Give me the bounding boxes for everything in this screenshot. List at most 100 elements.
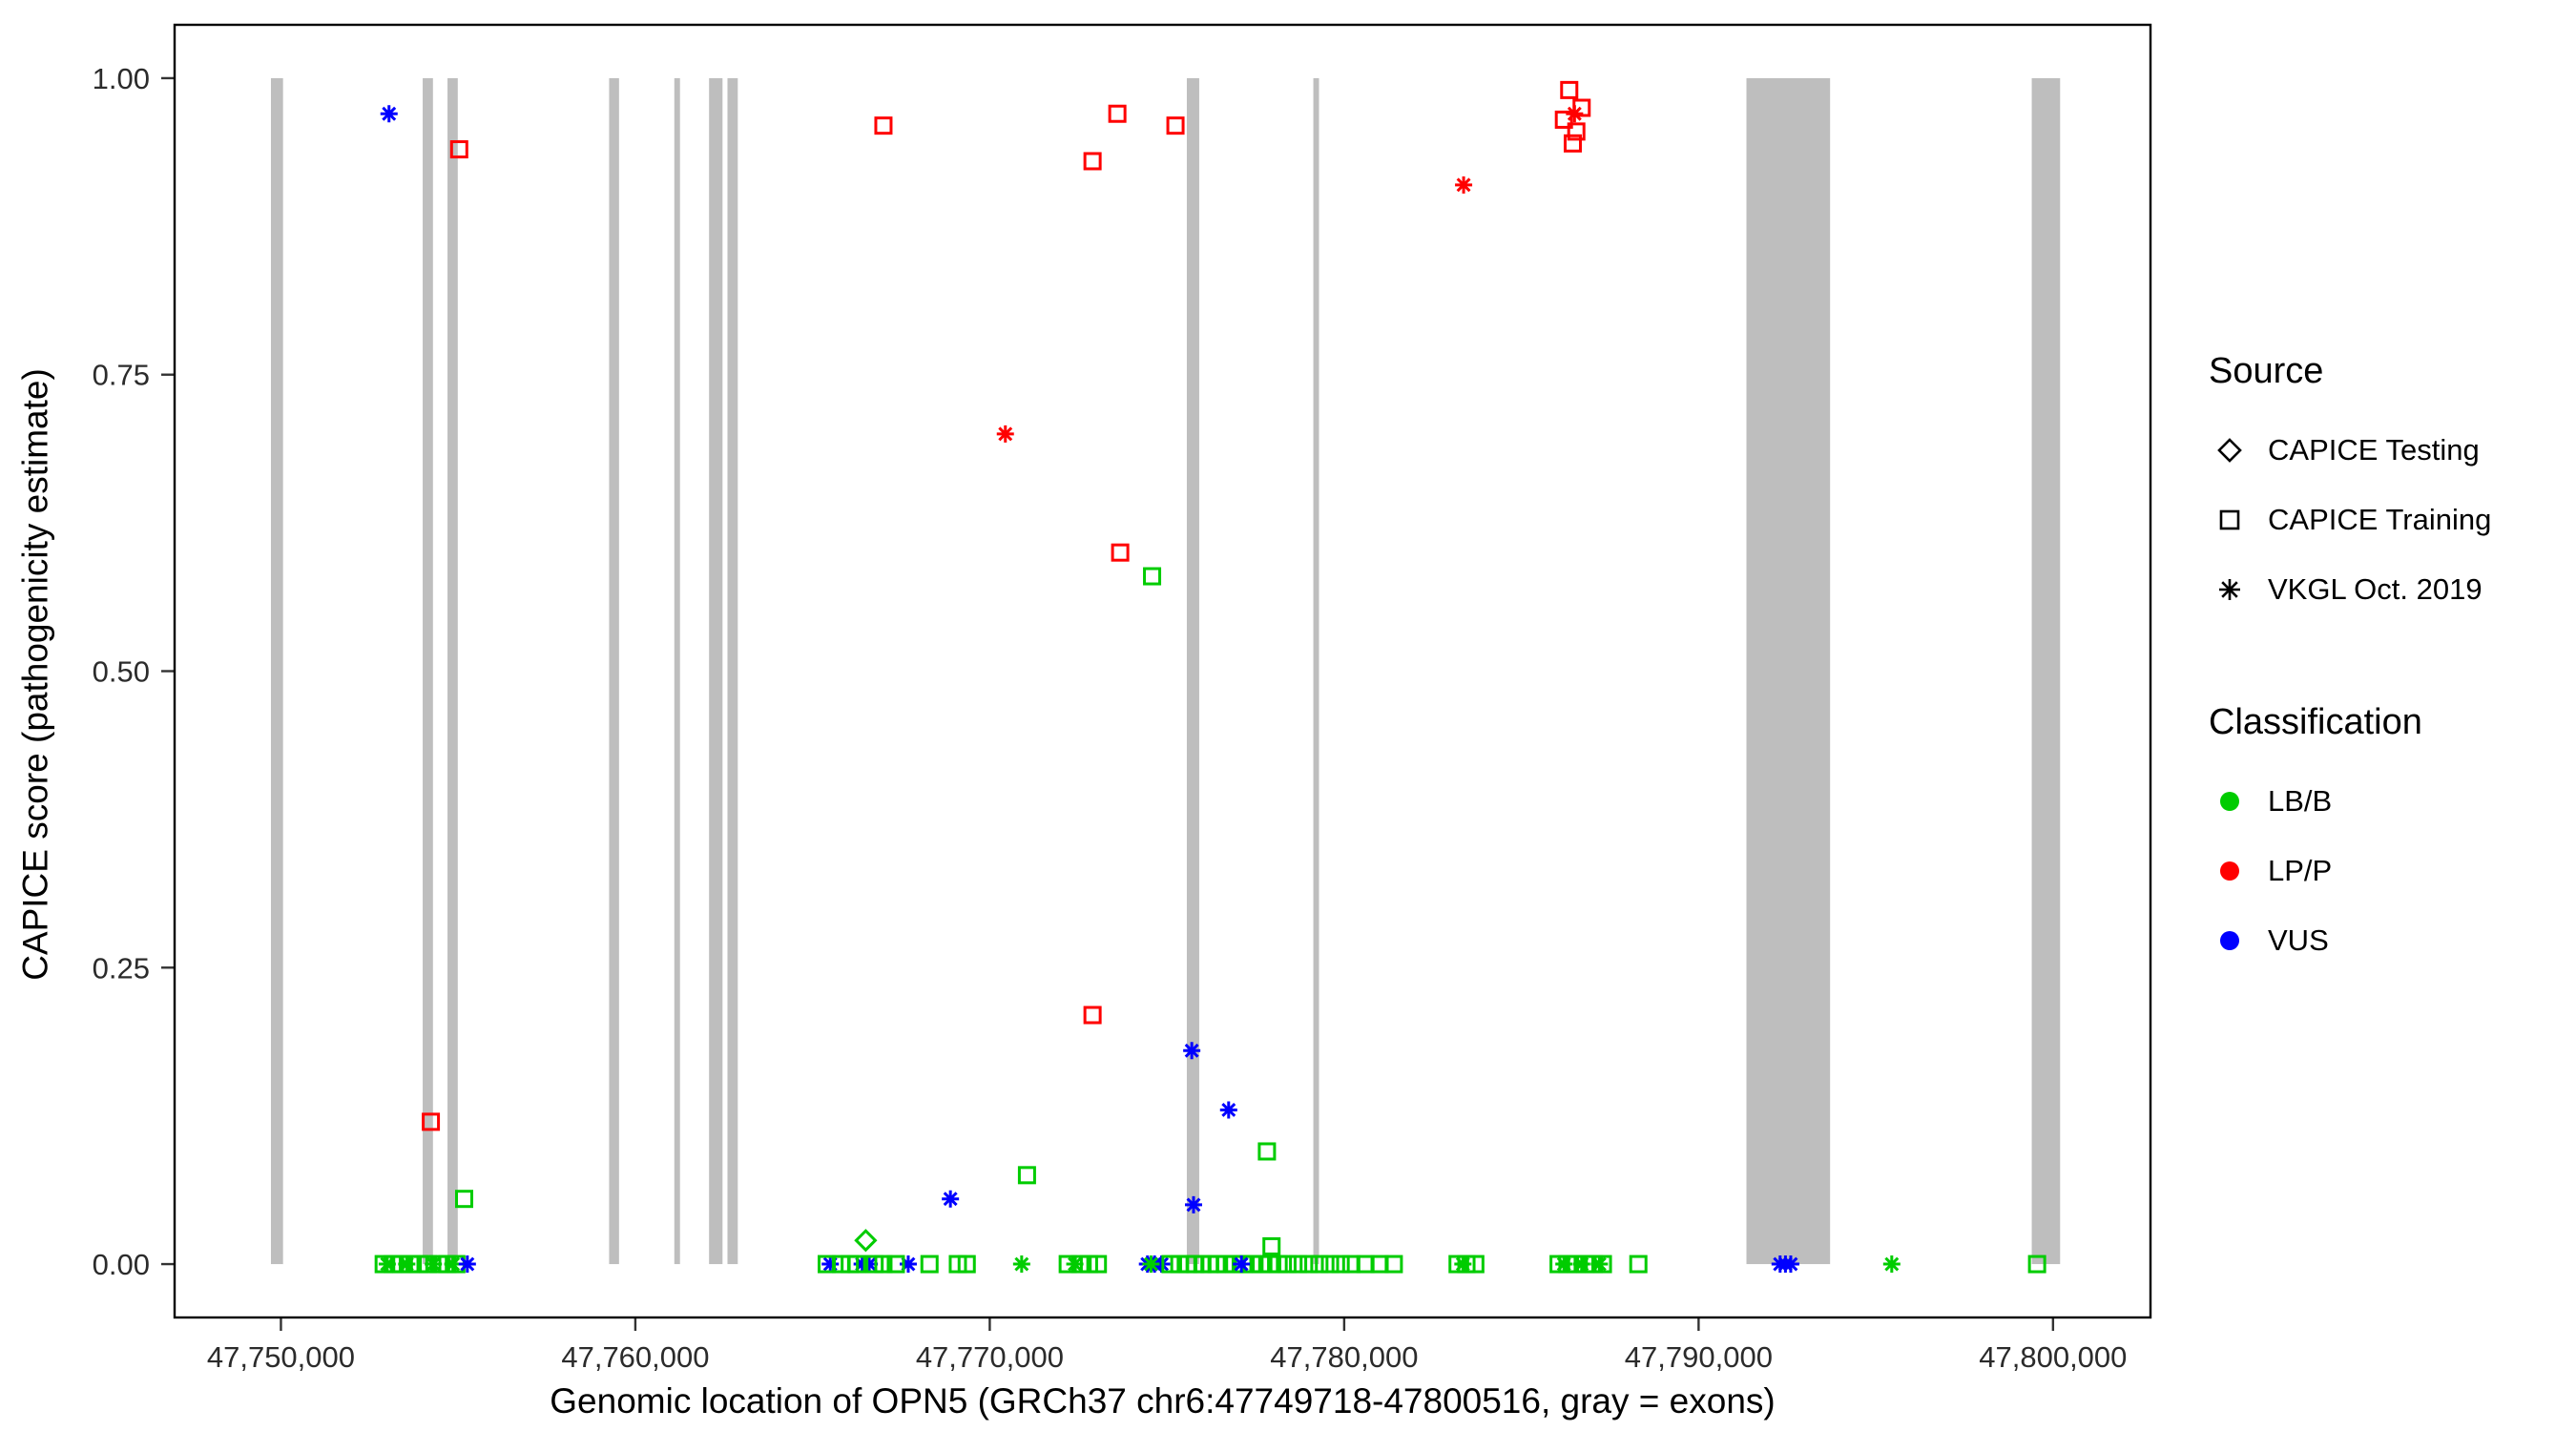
exon-bar [609,77,619,1265]
point-asterisk [1454,1255,1472,1274]
asterisk-icon [2219,578,2240,600]
point-asterisk [899,1255,917,1274]
y-tick-label: 0.25 [93,951,150,985]
x-tick-label: 47,790,000 [1625,1340,1773,1374]
point-asterisk [1185,1195,1202,1213]
square-open-icon [2219,509,2240,529]
exon-bar [423,77,433,1265]
legend-item-label: CAPICE Training [2268,502,2492,536]
y-axis-title: CAPICE score (pathogenicity estimate) [15,368,55,981]
point-square [1111,543,1130,562]
exon-bar [270,77,283,1265]
point-square [874,116,893,135]
legend-source-title: Source [2209,351,2324,391]
point-square [1384,1255,1403,1274]
point-square [1554,110,1573,129]
point-diamond [854,1229,878,1253]
exon-bar [727,77,738,1265]
point-asterisk [1142,1255,1160,1274]
point-asterisk [444,1255,462,1274]
point-square [920,1255,939,1274]
exon-bar [674,77,680,1265]
x-tick-label: 47,770,000 [916,1340,1064,1374]
exon-bar [1746,77,1831,1265]
point-asterisk [378,1255,396,1274]
legend-item-lpp: LP/P [2209,836,2562,905]
point-square [1563,134,1582,153]
y-tick-label: 0.50 [93,655,150,689]
point-asterisk [1555,1255,1573,1274]
legend-item-capice-testing: CAPICE Testing [2209,415,2562,485]
point-asterisk [996,425,1014,443]
point-asterisk [1012,1255,1030,1274]
point-asterisk [380,105,398,123]
y-tick-label: 1.00 [93,62,150,95]
point-asterisk [1233,1255,1251,1274]
legend-item-label: VUS [2268,923,2329,957]
point-square [1299,1255,1319,1274]
point-asterisk [1566,105,1584,123]
x-tick-label: 47,760,000 [561,1340,709,1374]
y-tick-label: 0.00 [93,1248,150,1281]
point-square [1567,122,1586,141]
point-asterisk [1455,176,1473,194]
point-square [957,1255,976,1274]
diamond-open-icon [2217,437,2242,463]
point-square [449,140,468,159]
x-tick-label: 47,800,000 [1979,1340,2127,1374]
legend-item-label: CAPICE Testing [2268,432,2480,467]
exon-bar [709,77,723,1265]
lbb-dot-icon [2220,791,2239,811]
point-square [1083,152,1102,171]
point-square [1278,1255,1297,1274]
point-asterisk [1590,1255,1609,1274]
exon-bar [1313,77,1319,1265]
point-square [1289,1255,1308,1274]
point-square [1108,104,1127,123]
plot-panel-border [173,23,2152,1319]
point-square [1262,1236,1281,1255]
point-square [886,1255,905,1274]
exon-bar [447,77,458,1265]
point-asterisk [1882,1255,1901,1274]
point-asterisk [1219,1101,1237,1119]
point-square [847,1255,866,1274]
point-square [1143,567,1162,586]
point-square [2027,1255,2046,1274]
y-tick-label: 0.75 [93,359,150,392]
point-square [1166,116,1185,135]
lpp-dot-icon [2220,861,2239,881]
point-square [1257,1142,1277,1161]
legend-item-lbb: LB/B [2209,766,2562,836]
point-asterisk [458,1255,476,1274]
x-tick-label: 47,750,000 [207,1340,355,1374]
legend-item-vkgl: VKGL Oct. 2019 [2209,554,2562,624]
point-square [874,1255,893,1274]
point-asterisk [942,1190,960,1208]
point-square [1331,1255,1350,1274]
point-asterisk [861,1255,879,1274]
legend: Source CAPICE Testing CAPICE Training VK… [2209,351,2562,975]
point-asterisk [1781,1255,1799,1274]
vus-dot-icon [2220,930,2239,950]
legend-item-vus: VUS [2209,905,2562,975]
legend-classification-title: Classification [2209,702,2422,742]
point-square [454,1190,473,1209]
point-asterisk [398,1255,416,1274]
legend-item-label: VKGL Oct. 2019 [2268,571,2483,606]
exon-bar [2031,77,2061,1265]
point-square [1320,1255,1340,1274]
point-square [1310,1255,1329,1274]
legend-item-capice-training: CAPICE Training [2209,485,2562,554]
point-asterisk [821,1255,840,1274]
point-square [1017,1166,1036,1185]
legend-item-label: LB/B [2268,783,2333,818]
point-square [1629,1255,1648,1274]
point-asterisk [425,1255,443,1274]
point-square [1083,1006,1102,1025]
exon-bar [1186,77,1199,1265]
point-square [1560,80,1579,99]
x-tick-label: 47,780,000 [1270,1340,1418,1374]
